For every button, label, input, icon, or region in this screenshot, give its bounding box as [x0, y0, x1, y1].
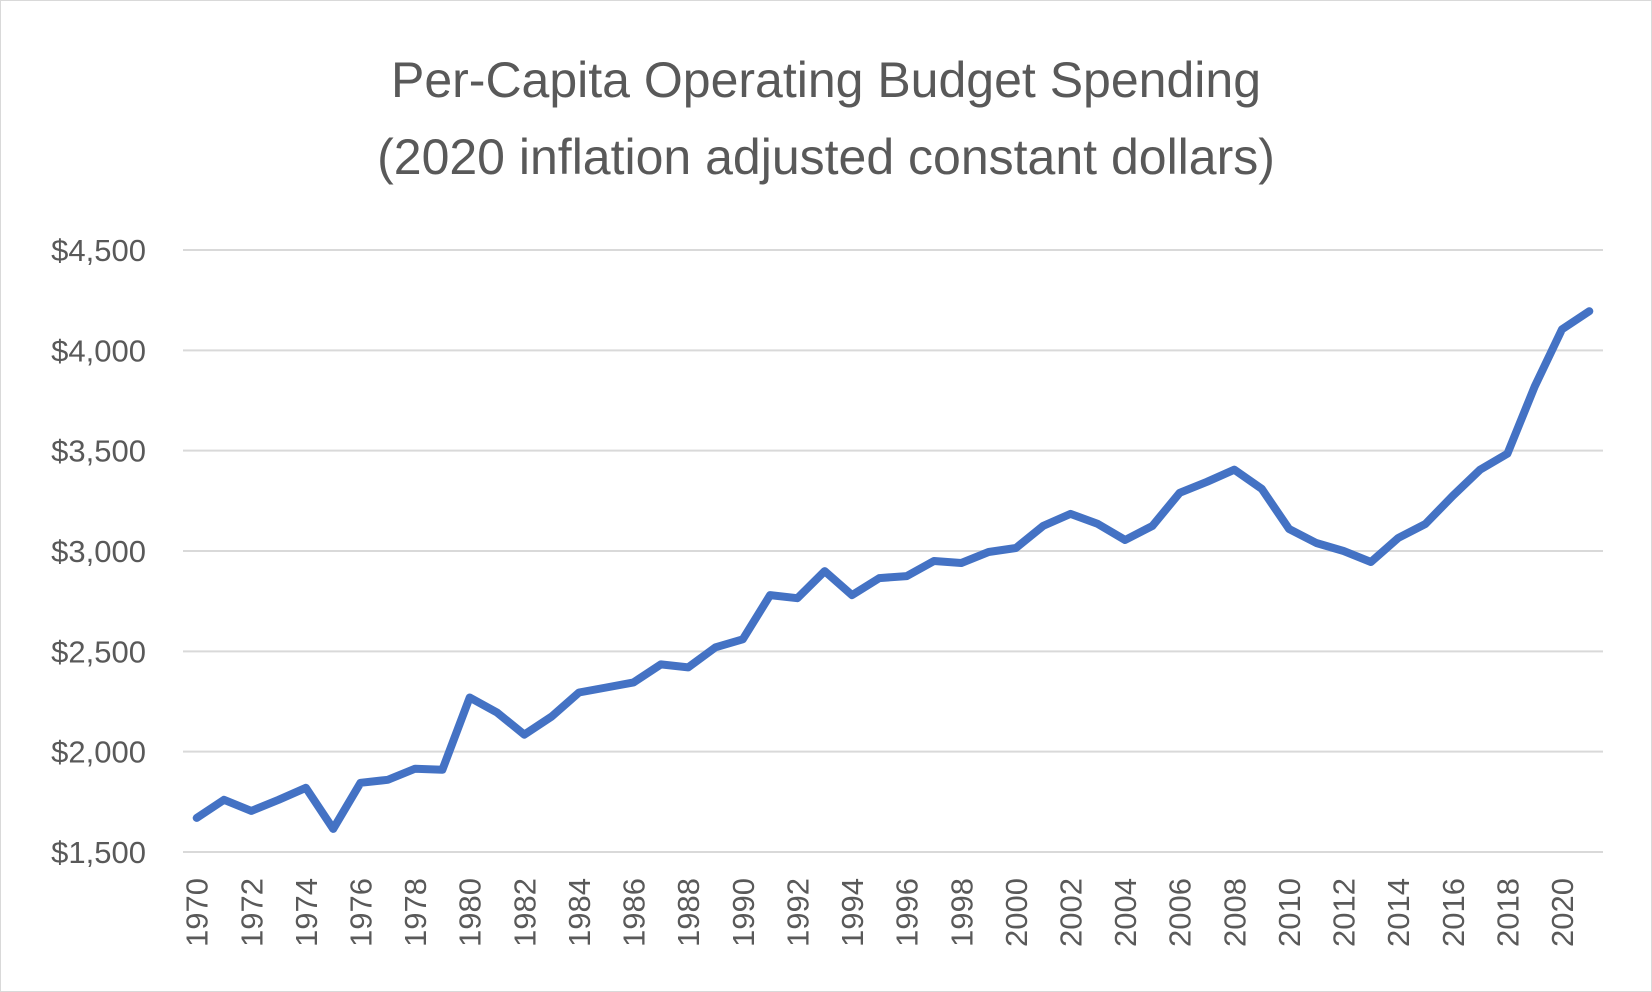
x-tick-label: 1986 — [617, 878, 652, 947]
x-tick-label: 1982 — [507, 878, 542, 947]
series-line-0 — [192, 307, 1594, 833]
y-tick-label: $2,000 — [51, 735, 146, 770]
x-tick-label: 1994 — [835, 878, 870, 947]
gridlines — [183, 249, 1603, 853]
x-tick-label: 2004 — [1108, 878, 1143, 947]
x-tick-label: 2000 — [999, 878, 1034, 947]
x-tick-label: 2012 — [1327, 878, 1362, 947]
x-tick-label: 1996 — [890, 878, 925, 947]
x-tick-label: 2006 — [1163, 878, 1198, 947]
x-tick-label: 2020 — [1545, 878, 1580, 947]
y-tick-label: $3,500 — [51, 434, 146, 469]
x-tick-label: 1974 — [289, 878, 324, 947]
y-axis-ticks: $1,500 $2,000 $2,500 $3,000 $3,500 $4,000 $4,5… — [51, 233, 146, 870]
y-tick-label: $1,500 — [51, 835, 146, 870]
x-tick-label: 2016 — [1436, 878, 1471, 947]
x-tick-label: 1998 — [944, 878, 979, 947]
x-tick-label: 1984 — [562, 878, 597, 947]
x-tick-label: 2014 — [1381, 878, 1416, 947]
x-tick-label: 2002 — [1054, 878, 1089, 947]
x-tick-label: 2018 — [1490, 878, 1525, 947]
x-tick-label: 1976 — [344, 878, 379, 947]
x-tick-label: 1990 — [726, 878, 761, 947]
x-tick-label: 1978 — [398, 878, 433, 947]
x-tick-label: 2008 — [1217, 878, 1252, 947]
x-tick-label: 1980 — [453, 878, 488, 947]
x-tick-label: 1992 — [780, 878, 815, 947]
y-tick-label: $3,000 — [51, 534, 146, 569]
x-tick-label: 2010 — [1272, 878, 1307, 947]
x-tick-label: 1988 — [671, 878, 706, 947]
chart-title-line-2: (2020 inflation adjusted constant dollar… — [377, 129, 1275, 185]
chart-title-line-1: Per-Capita Operating Budget Spending — [391, 52, 1261, 108]
y-tick-label: $4,500 — [51, 233, 146, 268]
series-layer — [192, 307, 1594, 833]
x-axis-ticks: 1970 1972 1974 1976 1978 1980 1982 1984 1986 1988… — [180, 878, 1580, 947]
x-tick-label: 1970 — [180, 878, 215, 947]
y-tick-label: $4,000 — [51, 333, 146, 368]
y-tick-label: $2,500 — [51, 634, 146, 669]
x-tick-label: 1972 — [234, 878, 269, 947]
